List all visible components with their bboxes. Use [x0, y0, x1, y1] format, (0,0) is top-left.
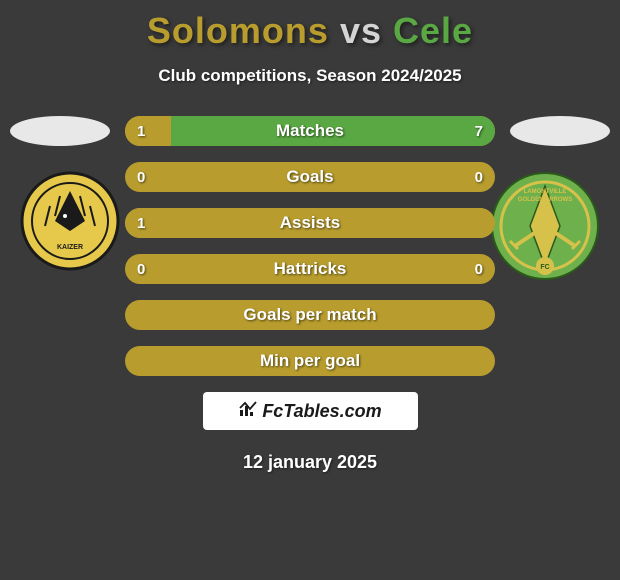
bar-value-right: 7: [475, 116, 483, 146]
bar-label: Goals: [125, 162, 495, 192]
svg-text:LAMONTVILLE: LAMONTVILLE: [524, 189, 567, 195]
bar-value-right: 0: [475, 254, 483, 284]
bar-label: Goals per match: [125, 300, 495, 330]
main-content: KAIZER LAMONTVILLE GOLDEN ARROWS FC Matc…: [0, 116, 620, 473]
stat-bar-row: Goals per match: [125, 300, 495, 330]
bar-value-right: 0: [475, 162, 483, 192]
stat-bar-row: Min per goal: [125, 346, 495, 376]
attribution-text: FcTables.com: [262, 401, 381, 422]
svg-text:KAIZER: KAIZER: [57, 244, 83, 251]
golden-arrows-icon: LAMONTVILLE GOLDEN ARROWS FC: [490, 171, 600, 281]
subtitle: Club competitions, Season 2024/2025: [0, 66, 620, 86]
stat-bar-row: Goals0 0: [125, 162, 495, 192]
title-vs: vs: [340, 10, 382, 51]
bar-value-left: 0: [137, 162, 145, 192]
club-logo-right-inner: LAMONTVILLE GOLDEN ARROWS FC: [490, 171, 600, 281]
date-label: 12 january 2025: [0, 452, 620, 473]
svg-text:GOLDEN ARROWS: GOLDEN ARROWS: [518, 197, 572, 203]
stat-bar-row: Matches1 7: [125, 116, 495, 146]
bar-value-left: 1: [137, 116, 145, 146]
stat-bar-row: Assists1: [125, 208, 495, 238]
bar-label: Min per goal: [125, 346, 495, 376]
bar-label: Assists: [125, 208, 495, 238]
club-logo-left: KAIZER: [20, 171, 120, 271]
bar-value-left: 0: [137, 254, 145, 284]
bar-value-left: 1: [137, 208, 145, 238]
club-logo-left-inner: KAIZER: [20, 171, 120, 271]
title-left: Solomons: [147, 10, 329, 51]
title-right: Cele: [393, 10, 473, 51]
stat-bars: Matches17Goals00Assists1Hattricks00Goals…: [125, 116, 495, 376]
svg-text:FC: FC: [540, 264, 549, 271]
player-oval-right: [510, 116, 610, 146]
bar-label: Hattricks: [125, 254, 495, 284]
page-title: Solomons vs Cele: [0, 0, 620, 52]
stat-bar-row: Hattricks0 0: [125, 254, 495, 284]
chart-icon: [238, 400, 258, 423]
player-oval-left: [10, 116, 110, 146]
attribution-badge: FcTables.com: [203, 392, 418, 430]
club-logo-right: LAMONTVILLE GOLDEN ARROWS FC: [490, 171, 600, 281]
bar-label: Matches: [125, 116, 495, 146]
kaizer-chiefs-icon: KAIZER: [20, 171, 120, 271]
